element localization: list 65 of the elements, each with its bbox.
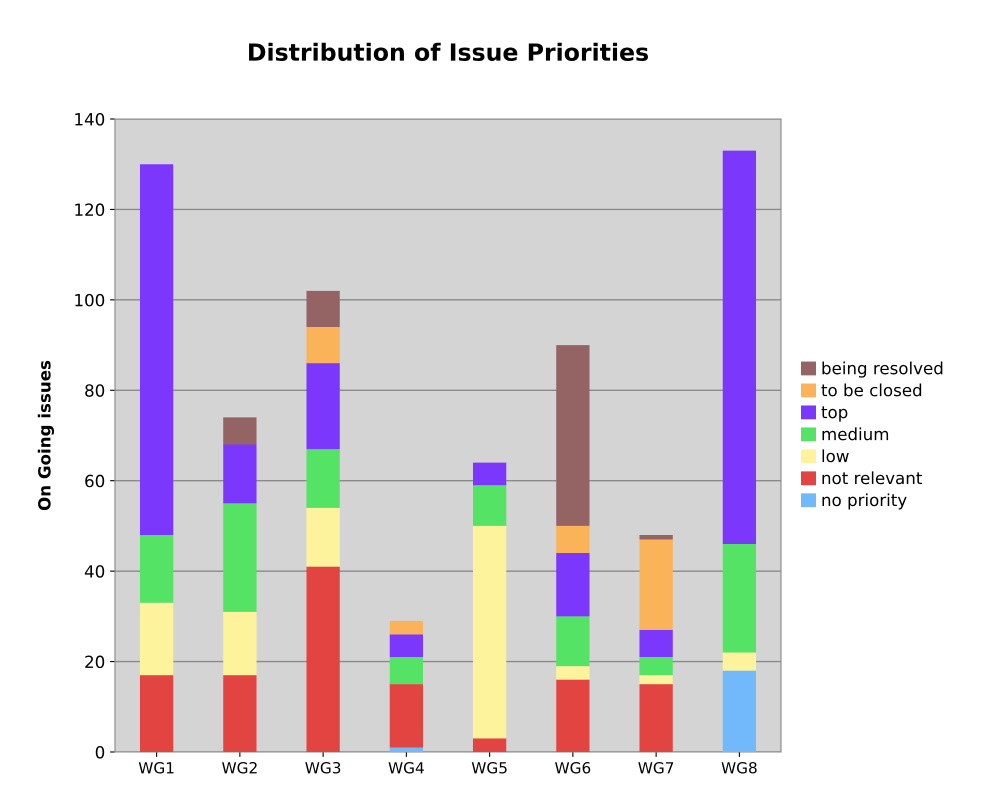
y-tick-label: 60 [85, 474, 104, 488]
bar [472, 462, 506, 486]
bar [722, 670, 756, 752]
bar [390, 620, 424, 634]
legend-label: no priority [822, 493, 907, 510]
y-axis-title: On Going issues [38, 360, 54, 510]
bar [223, 675, 257, 752]
bar [639, 539, 673, 630]
bar [472, 526, 506, 738]
y-tick-label: 100 [75, 294, 104, 306]
bar [140, 675, 174, 752]
bar [306, 326, 340, 364]
y-tick-label: 80 [85, 384, 104, 397]
y-tick-label: 0 [96, 746, 104, 759]
y-tick-label: 120 [75, 203, 104, 216]
legend-label: top [821, 406, 848, 422]
legend-label: medium [822, 427, 888, 440]
y-tick-label: 140 [75, 112, 104, 126]
bar [306, 449, 340, 508]
bar [472, 738, 506, 752]
x-tick-label: WG3 [305, 762, 340, 774]
bar [306, 363, 340, 450]
y-tick-label: 40 [84, 565, 104, 578]
legend-label: to be closed [821, 384, 922, 396]
x-tick-label: WG4 [388, 762, 424, 774]
bar [556, 666, 590, 680]
bar [140, 164, 174, 535]
bar [722, 150, 756, 544]
x-tick-label: WG5 [472, 762, 507, 774]
bar [639, 657, 673, 676]
bar [223, 503, 257, 612]
legend-label: being resolved [822, 362, 942, 378]
bar [639, 684, 673, 752]
legend-label: not relevant [822, 471, 922, 484]
bar [722, 544, 756, 653]
chart-title: Distribution of Issue Priorities [249, 42, 648, 61]
y-tick-label: 20 [85, 656, 104, 668]
bar [390, 747, 424, 752]
bar [306, 566, 340, 752]
bar [556, 680, 590, 752]
x-tick-label: WG6 [555, 762, 590, 774]
bar [722, 652, 756, 671]
bar [556, 345, 590, 526]
x-tick-label: WG1 [138, 762, 174, 774]
bar [639, 630, 673, 658]
x-tick-label: WG2 [222, 762, 257, 774]
bar [223, 417, 257, 445]
bar [639, 675, 673, 684]
bar [140, 534, 174, 603]
bar [223, 612, 257, 676]
bar [306, 290, 340, 327]
bar [556, 553, 590, 616]
x-tick-label: WG8 [722, 762, 757, 774]
bar [140, 602, 174, 676]
bar [390, 684, 424, 748]
bar [556, 526, 590, 554]
legend-label: low [822, 449, 849, 462]
bar [556, 616, 590, 666]
bar [223, 444, 257, 504]
bar [390, 634, 424, 658]
bar [472, 485, 506, 526]
bar [306, 508, 340, 567]
x-tick-label: WG7 [638, 762, 674, 774]
bar [390, 657, 424, 684]
bar [639, 534, 673, 540]
